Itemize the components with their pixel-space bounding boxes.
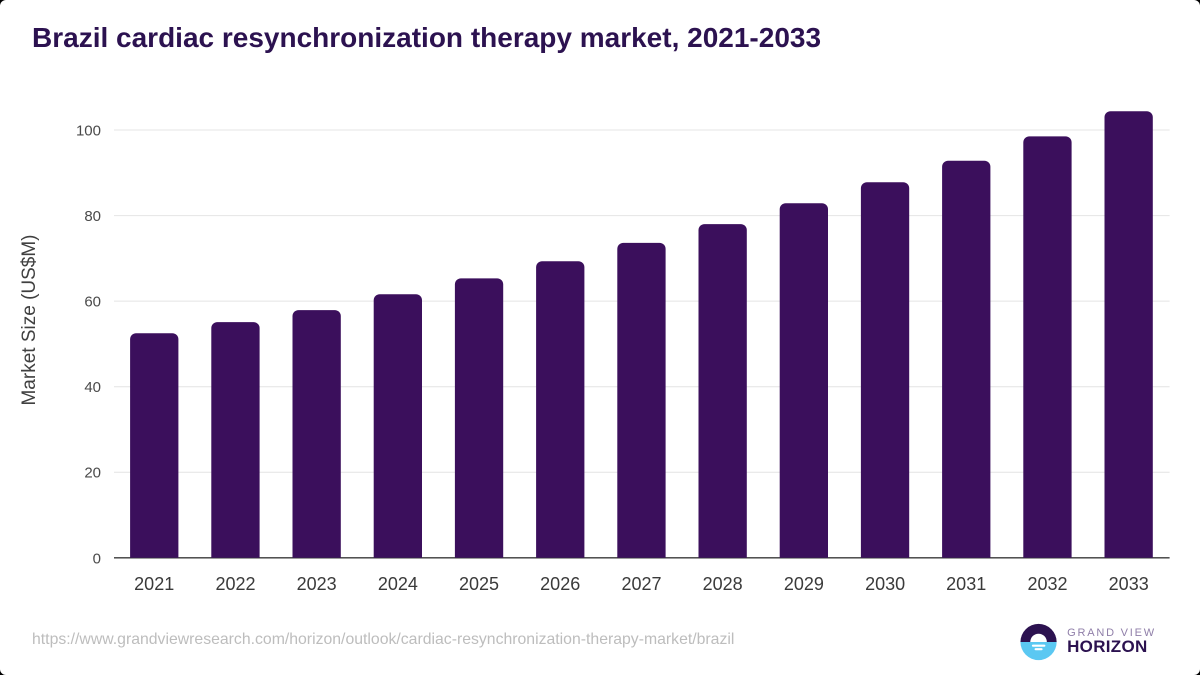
svg-text:2026: 2026 [540,574,580,594]
svg-text:40: 40 [84,379,101,396]
svg-text:2031: 2031 [946,574,986,594]
svg-text:80: 80 [84,208,101,225]
svg-text:100: 100 [76,123,101,140]
svg-text:60: 60 [84,294,101,311]
svg-text:2032: 2032 [1027,574,1067,594]
svg-text:2027: 2027 [621,574,661,594]
svg-text:2022: 2022 [215,574,255,594]
svg-text:2033: 2033 [1109,574,1149,594]
svg-text:2030: 2030 [865,574,905,594]
svg-text:2021: 2021 [134,574,174,594]
svg-text:2025: 2025 [459,574,499,594]
svg-text:0: 0 [93,550,101,567]
svg-text:2029: 2029 [784,574,824,594]
svg-text:2028: 2028 [703,574,743,594]
svg-text:20: 20 [84,465,101,482]
svg-text:2023: 2023 [297,574,337,594]
svg-text:2024: 2024 [378,574,418,594]
